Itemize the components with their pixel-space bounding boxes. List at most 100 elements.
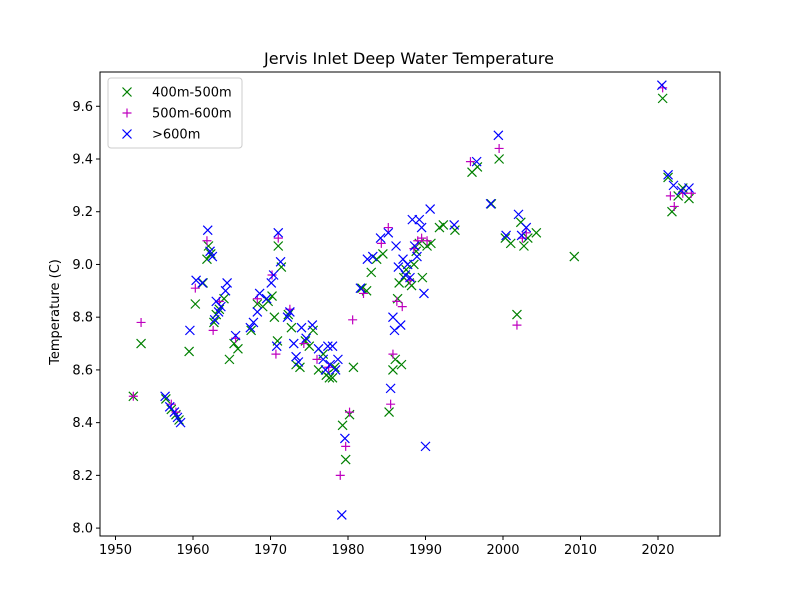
data-point [385,383,396,394]
plot-frame [99,71,721,537]
data-point [569,251,580,262]
data-point [512,309,522,320]
data-point [340,454,351,465]
data-point [406,280,417,291]
data-point [301,333,312,344]
series-2 [160,80,694,520]
x-tick-label: 2000 [486,543,519,558]
data-point [266,277,277,288]
data-point [388,312,398,323]
data-point [516,230,527,241]
data-point [184,325,195,336]
data-point [678,188,688,198]
data-point [494,154,505,164]
data-point [341,441,351,451]
data-point [397,302,407,312]
data-point [327,372,338,383]
data-point [339,433,350,444]
data-point [273,233,283,243]
y-tick-label: 8.0 [72,522,93,537]
x-tick-label: 2010 [564,543,597,558]
data-point [261,293,272,304]
data-point [313,343,324,354]
data-point [416,222,427,233]
data-point [273,227,284,238]
data-point [420,441,431,452]
data-point [220,285,231,296]
data-point [190,283,200,293]
data-point [324,372,335,383]
x-tick-label: 1990 [409,543,442,558]
x-tick-label: 1950 [99,543,132,558]
data-point [493,130,504,141]
data-point [322,341,333,352]
data-point [512,320,522,330]
data-point [327,341,338,352]
data-point [519,241,529,251]
legend-box [107,77,243,149]
data-point [409,241,420,251]
data-point [222,277,233,288]
data-point [335,470,345,480]
data-point [184,346,195,357]
data-point [395,320,406,331]
data-point [402,259,413,270]
data-point [383,223,393,233]
data-point [668,180,679,191]
data-point [656,80,667,91]
data-point [214,304,225,315]
data-point [252,299,263,309]
data-point [531,227,542,238]
data-point [160,393,171,404]
data-point [376,238,386,248]
data-point [318,354,329,365]
data-point [522,233,533,244]
data-point [246,325,257,336]
data-point [252,306,263,317]
data-point [248,317,259,328]
legend-marker [122,108,132,118]
data-point [521,228,531,238]
data-point [663,172,673,183]
y-tick-label: 9.6 [72,100,93,115]
data-point [393,262,404,273]
data-point [412,251,422,262]
data-point [271,349,281,359]
data-point [209,317,219,328]
data-point [208,325,218,335]
data-point [269,312,280,323]
data-point [213,306,224,317]
data-point [667,206,677,217]
data-point [288,338,299,349]
data-point [273,241,284,251]
x-tick-label: 2020 [641,543,674,558]
y-axis: 8.0 8.2 8.4 8.6 8.8 9.0 9.2 9.4 9.6 [72,100,100,537]
series-1 [128,83,696,480]
data-point [665,191,675,201]
data-point [348,315,358,325]
data-point [521,222,532,233]
data-point [136,317,146,327]
data-point [205,248,216,259]
data-point [271,341,282,352]
data-point [307,320,318,331]
data-point [313,364,324,375]
data-point [505,238,516,249]
data-point [160,391,171,402]
data-point [312,354,322,364]
data-point [336,509,347,520]
data-point [345,407,355,417]
data-point [333,354,343,365]
y-tick-label: 8.2 [72,469,93,484]
data-point [174,415,184,425]
data-point [283,309,294,320]
data-point [207,251,218,262]
data-point [357,283,367,294]
legend-label: 500m-600m [152,107,232,122]
y-tick-label: 8.8 [72,311,93,326]
data-point [390,354,401,365]
data-point [438,219,449,230]
data-point [284,306,295,317]
data-point [465,157,475,167]
